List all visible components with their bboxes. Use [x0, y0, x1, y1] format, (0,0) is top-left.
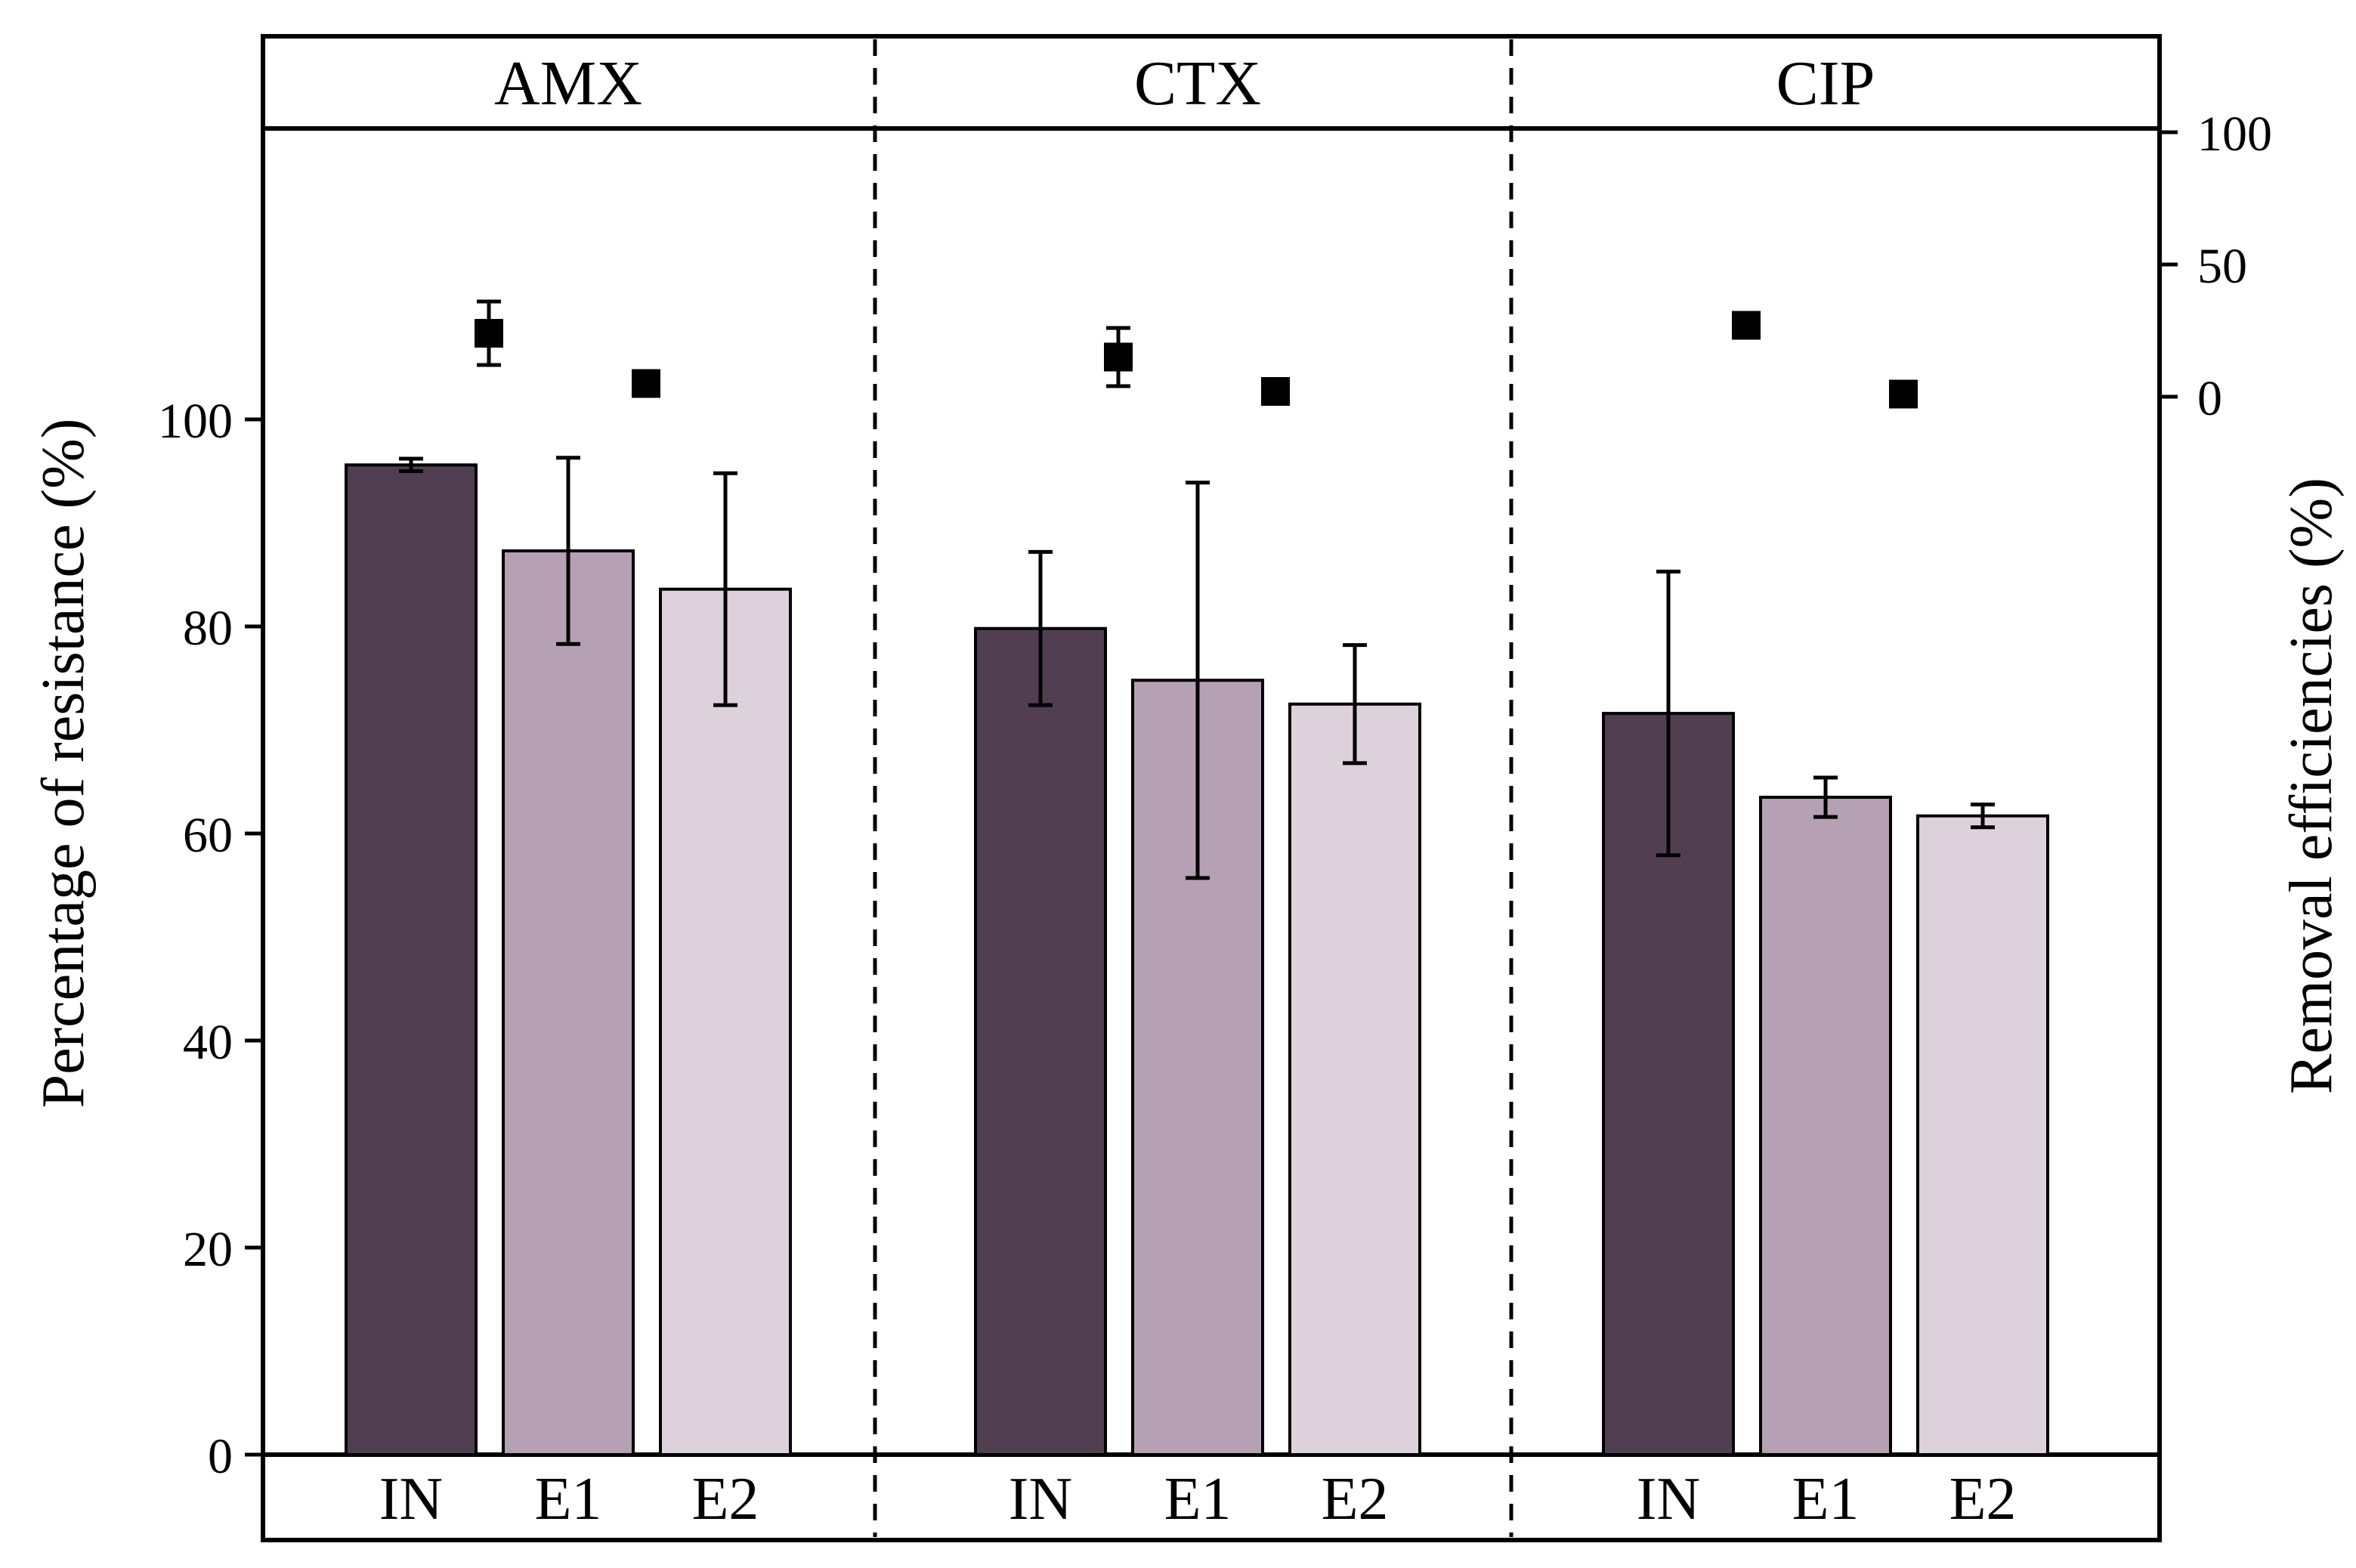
right-axis-tick-label: 100: [2197, 107, 2272, 162]
category-label: E2: [1322, 1466, 1389, 1532]
panel-title: CTX: [1134, 48, 1261, 119]
chart-frame: [261, 34, 2162, 1542]
removal-marker: [632, 369, 660, 398]
left-axis-tick-label: 40: [183, 1015, 233, 1070]
bar-e2: [1288, 702, 1421, 1456]
bar-e2: [659, 587, 792, 1456]
panel-title: CIP: [1776, 48, 1875, 119]
left-axis-tick-label: 60: [183, 808, 233, 863]
removal-marker: [1732, 311, 1761, 340]
bar-e1: [502, 549, 635, 1456]
right-axis-tick-label: 50: [2197, 239, 2247, 294]
chart-panels: AMX IN E1 E2 CTX IN E1 E2 CIP IN E1 E2: [345, 48, 2049, 1532]
left-axis-ticks: 0 20 40 60 80 100: [158, 394, 263, 1484]
category-label: IN: [1637, 1466, 1700, 1532]
panel-ctx: CTX IN E1 E2: [974, 48, 1421, 1532]
left-axis-tick-label: 100: [158, 394, 233, 449]
bar-e2: [1916, 814, 2049, 1456]
removal-marker: [1889, 379, 1918, 409]
category-label: E1: [535, 1466, 602, 1532]
left-axis-tick-label: 0: [208, 1429, 233, 1484]
right-axis-label: Removal efficiencies (%): [2278, 478, 2345, 1094]
left-axis-label: Percentage of resistance (%): [30, 419, 97, 1109]
bar-in: [345, 463, 478, 1456]
removal-marker: [1104, 342, 1133, 372]
panel-cip: CIP IN E1 E2: [1602, 48, 2049, 1532]
removal-marker: [1261, 377, 1290, 406]
category-label: E2: [1949, 1466, 2017, 1532]
removal-marker: [475, 319, 503, 348]
category-label: IN: [1009, 1466, 1072, 1532]
left-axis-tick-label: 80: [183, 601, 233, 656]
bar-in: [974, 626, 1107, 1456]
category-label: E1: [1164, 1466, 1232, 1532]
right-axis-tick-label: 0: [2197, 371, 2222, 426]
category-label: E2: [692, 1466, 759, 1532]
panel-amx: AMX IN E1 E2: [345, 48, 792, 1532]
right-axis-ticks: 0 50 100: [2160, 107, 2272, 426]
category-label: IN: [379, 1466, 443, 1532]
panel-title: AMX: [494, 48, 642, 119]
category-label: E1: [1792, 1466, 1860, 1532]
left-axis-tick-label: 20: [183, 1222, 233, 1277]
bar-e1: [1759, 796, 1892, 1457]
